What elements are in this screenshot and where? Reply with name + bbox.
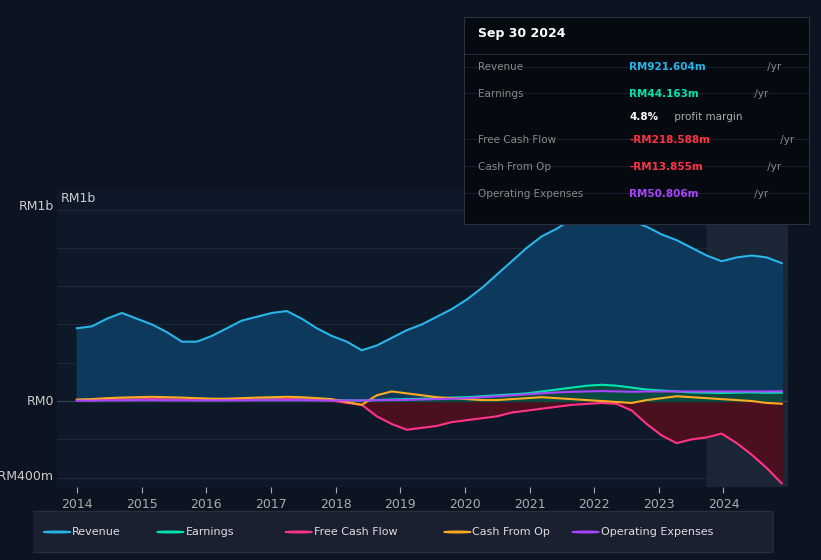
Text: -RM13.855m: -RM13.855m — [630, 162, 703, 172]
Text: Earnings: Earnings — [478, 90, 523, 99]
Text: /yr: /yr — [764, 162, 781, 172]
Circle shape — [443, 531, 471, 533]
Text: /yr: /yr — [750, 90, 768, 99]
Text: Operating Expenses: Operating Expenses — [601, 527, 713, 537]
Circle shape — [285, 531, 312, 533]
Text: /yr: /yr — [764, 62, 781, 72]
Text: Cash From Op: Cash From Op — [478, 162, 551, 172]
Text: RM50.806m: RM50.806m — [630, 189, 699, 199]
Text: Free Cash Flow: Free Cash Flow — [478, 135, 556, 145]
Text: Operating Expenses: Operating Expenses — [478, 189, 583, 199]
Text: RM921.604m: RM921.604m — [630, 62, 706, 72]
Text: RM0: RM0 — [26, 395, 54, 408]
Text: profit margin: profit margin — [671, 112, 742, 122]
Text: RM44.163m: RM44.163m — [630, 90, 699, 99]
Text: Free Cash Flow: Free Cash Flow — [314, 527, 397, 537]
Text: RM1b: RM1b — [61, 192, 96, 205]
Text: Sep 30 2024: Sep 30 2024 — [478, 27, 565, 40]
Text: Earnings: Earnings — [186, 527, 234, 537]
Circle shape — [572, 531, 599, 533]
Text: -RM218.588m: -RM218.588m — [630, 135, 710, 145]
FancyBboxPatch shape — [25, 511, 773, 553]
Text: -RM400m: -RM400m — [0, 470, 54, 483]
Text: /yr: /yr — [750, 189, 768, 199]
Text: Cash From Op: Cash From Op — [472, 527, 550, 537]
Text: /yr: /yr — [777, 135, 794, 145]
Text: 4.8%: 4.8% — [630, 112, 658, 122]
Text: Revenue: Revenue — [478, 62, 523, 72]
Text: Revenue: Revenue — [72, 527, 121, 537]
Circle shape — [44, 531, 71, 533]
Circle shape — [157, 531, 184, 533]
Text: RM1b: RM1b — [19, 200, 54, 213]
Bar — [708, 190, 814, 487]
